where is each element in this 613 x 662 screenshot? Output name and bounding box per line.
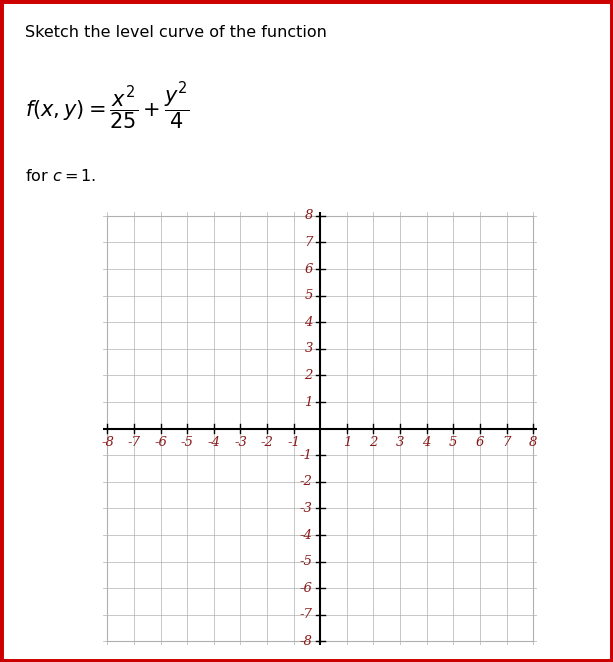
Text: Sketch the level curve of the function: Sketch the level curve of the function (25, 25, 326, 40)
Text: 2: 2 (369, 436, 378, 449)
Text: 7: 7 (502, 436, 511, 449)
Text: -5: -5 (181, 436, 194, 449)
Text: 6: 6 (305, 263, 313, 275)
Text: 1: 1 (343, 436, 351, 449)
Text: -6: -6 (154, 436, 167, 449)
Text: 4: 4 (305, 316, 313, 329)
Text: for $c = 1.$: for $c = 1.$ (25, 167, 96, 184)
Text: 3: 3 (305, 342, 313, 355)
Text: -8: -8 (101, 436, 114, 449)
Text: -1: -1 (287, 436, 300, 449)
Text: $f(x,y) = \dfrac{x^2}{25} + \dfrac{y^2}{4}$: $f(x,y) = \dfrac{x^2}{25} + \dfrac{y^2}{… (25, 80, 189, 132)
Text: -2: -2 (261, 436, 273, 449)
Text: -7: -7 (300, 608, 313, 622)
Text: -3: -3 (300, 502, 313, 515)
Text: -8: -8 (300, 635, 313, 648)
Text: 2: 2 (305, 369, 313, 382)
Text: 6: 6 (476, 436, 484, 449)
Text: -4: -4 (300, 528, 313, 542)
Text: -1: -1 (300, 449, 313, 462)
Text: -5: -5 (300, 555, 313, 568)
Text: 8: 8 (305, 209, 313, 222)
Text: 5: 5 (305, 289, 313, 302)
Text: 5: 5 (449, 436, 457, 449)
Text: -2: -2 (300, 475, 313, 489)
Text: -7: -7 (128, 436, 140, 449)
Text: -6: -6 (300, 582, 313, 594)
Text: 7: 7 (305, 236, 313, 249)
Text: -3: -3 (234, 436, 247, 449)
Text: 3: 3 (396, 436, 405, 449)
Text: 1: 1 (305, 395, 313, 408)
Text: 8: 8 (529, 436, 538, 449)
Text: 4: 4 (422, 436, 431, 449)
Text: -4: -4 (207, 436, 220, 449)
